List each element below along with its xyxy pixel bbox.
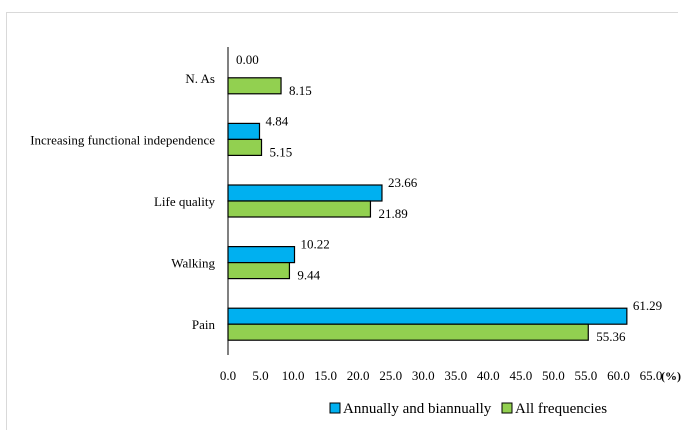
data-label: 5.15 — [270, 144, 293, 159]
x-tick-label: 35.0 — [444, 368, 467, 383]
data-label: 61.29 — [633, 298, 662, 313]
x-tick-label: 60.0 — [607, 368, 630, 383]
category-label: Walking — [171, 256, 215, 271]
bar-annually-biannually — [227, 122, 261, 141]
bar-all-frequencies — [227, 77, 282, 95]
bar-annually-biannually — [227, 307, 628, 325]
bar-all-frequencies — [227, 323, 589, 341]
legend-swatch-all-frequencies — [501, 402, 513, 414]
data-label: 21.89 — [378, 206, 407, 221]
x-tick-label: 25.0 — [379, 368, 402, 383]
legend-label-all-frequencies: All frequencies — [515, 401, 607, 417]
bar-annually-biannually — [227, 246, 296, 264]
x-tick-label: 10.0 — [282, 368, 305, 383]
x-tick-label: 65.0 — [640, 368, 663, 383]
data-label: 10.22 — [301, 237, 330, 252]
bar-all-frequencies — [227, 200, 372, 218]
category-label: Life quality — [154, 194, 216, 209]
data-label: 8.15 — [289, 83, 312, 98]
frame-border-left — [6, 12, 7, 430]
data-label: 9.44 — [297, 268, 320, 283]
x-tick-label: 5.0 — [252, 368, 268, 383]
data-label: 4.84 — [265, 113, 288, 128]
category-label: Pain — [192, 317, 216, 332]
x-tick-label: 20.0 — [347, 368, 370, 383]
data-label: 0.00 — [236, 52, 259, 67]
x-tick-label: 30.0 — [412, 368, 435, 383]
bar-all-frequencies — [227, 262, 291, 280]
bar-annually-biannually — [227, 184, 383, 202]
legend-label-annually-biannually: Annually and biannually — [343, 401, 492, 417]
bar-all-frequencies — [227, 138, 263, 156]
x-tick-label: 55.0 — [575, 368, 598, 383]
x-tick-label: 15.0 — [314, 368, 337, 383]
x-axis-label: (%) — [661, 369, 681, 383]
legend-swatch-annually-biannually — [329, 402, 341, 414]
frame-border-top — [6, 12, 678, 13]
x-tick-label: 45.0 — [509, 368, 532, 383]
x-tick-label: 40.0 — [477, 368, 500, 383]
x-tick-label: 50.0 — [542, 368, 565, 383]
category-label: N. As — [185, 71, 215, 86]
x-tick-label: 0.0 — [220, 368, 236, 383]
data-label: 23.66 — [388, 175, 418, 190]
data-label: 55.36 — [596, 329, 626, 344]
category-label: Increasing functional independence — [30, 132, 215, 147]
